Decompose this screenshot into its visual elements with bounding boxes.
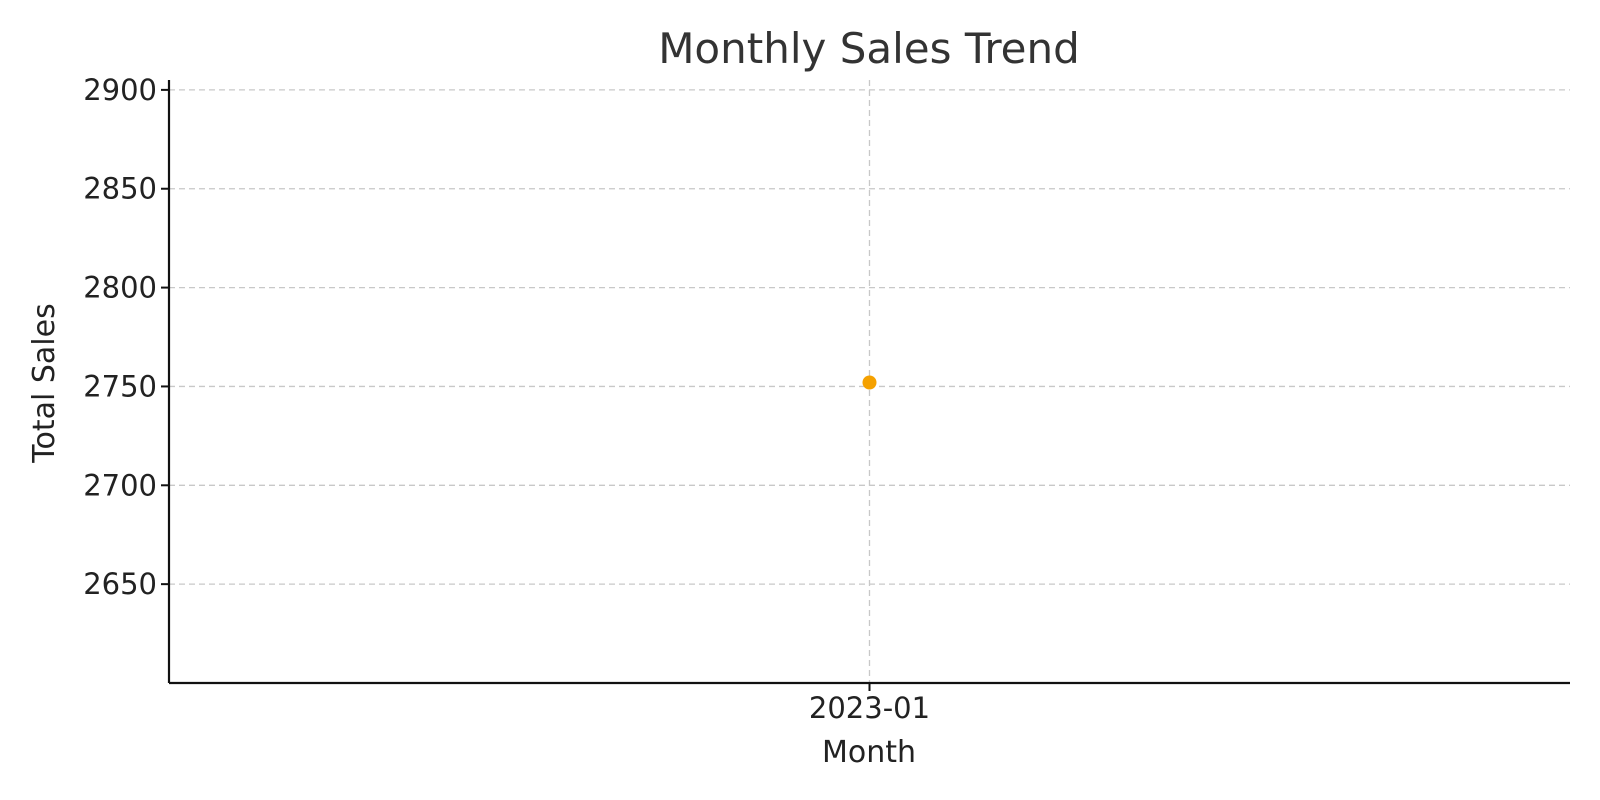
y-axis-label: Total Sales [27, 303, 62, 463]
series-layer [862, 375, 877, 390]
y-tick-label: 2750 [83, 369, 157, 403]
y-tick-label: 2850 [83, 172, 157, 206]
y-tick-label: 2800 [83, 271, 157, 305]
chart-title: Monthly Sales Trend [658, 24, 1080, 73]
x-axis-label: Month [822, 735, 916, 770]
y-tick-label: 2700 [83, 468, 157, 502]
data-point [862, 375, 877, 390]
y-tick-label: 2900 [83, 73, 157, 107]
x-tick-label: 2023-01 [809, 691, 930, 725]
x-axis-ticks: 2023-01 [809, 683, 930, 725]
y-axis-ticks: 2650 2700 2750 2800 2850 2900 [83, 73, 169, 601]
y-tick-label: 2650 [83, 567, 157, 601]
